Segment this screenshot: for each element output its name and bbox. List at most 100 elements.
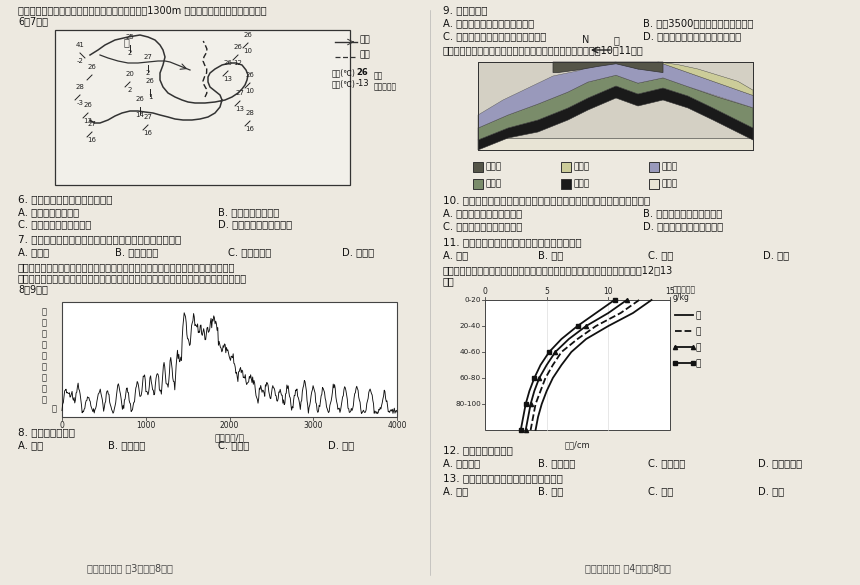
Text: 13. 对该小流域有机碳影响较小的因素是: 13. 对该小流域有机碳影响较小的因素是 <box>443 473 563 483</box>
Text: 28: 28 <box>76 84 84 90</box>
Text: 频: 频 <box>41 384 46 393</box>
Text: 6. 与图中干线形成密切相关的是: 6. 与图中干线形成密切相关的是 <box>18 194 113 204</box>
Text: 27: 27 <box>144 54 152 60</box>
Text: 27: 27 <box>236 90 244 96</box>
Text: 频次与厄尔尼诺事件频次呈正相关，据此推算的厄尔尼诺事件频次如下图所示。据此完成: 频次与厄尔尼诺事件频次呈正相关，据此推算的厄尔尼诺事件频次如下图所示。据此完成 <box>18 273 247 283</box>
Text: 2000: 2000 <box>220 421 239 430</box>
Text: 26: 26 <box>224 60 232 66</box>
Text: 下图示意青南黄土高原小流域不同坡向不同深度的土壤有机碳含量。据此完成12～13: 下图示意青南黄土高原小流域不同坡向不同深度的土壤有机碳含量。据此完成12～13 <box>443 265 673 275</box>
Bar <box>478 62 753 150</box>
Text: -2: -2 <box>77 58 83 64</box>
Text: 诺: 诺 <box>41 351 46 360</box>
Text: 尔: 尔 <box>41 329 46 338</box>
Text: 风向和风力: 风向和风力 <box>374 82 397 91</box>
Text: D. 地势高: D. 地势高 <box>342 247 374 257</box>
Text: A. 鱼类: A. 鱼类 <box>443 250 468 260</box>
Text: C. 坡向: C. 坡向 <box>648 486 673 496</box>
Bar <box>478 62 753 150</box>
Text: -13: -13 <box>356 79 370 88</box>
Text: 8～9题。: 8～9题。 <box>18 284 48 294</box>
Bar <box>473 162 483 172</box>
Text: 13: 13 <box>83 118 93 124</box>
Text: 6～7题。: 6～7题。 <box>18 16 48 26</box>
Text: 26: 26 <box>145 78 155 84</box>
Text: 土壤有机碳: 土壤有机碳 <box>673 285 696 294</box>
Text: 石炭纪: 石炭纪 <box>662 180 679 188</box>
Bar <box>561 162 571 172</box>
Text: 丁: 丁 <box>695 359 700 368</box>
Text: 次: 次 <box>41 395 46 404</box>
Text: 26: 26 <box>83 102 92 108</box>
Bar <box>561 179 571 189</box>
Text: 高三地理试题 第4页（共8页）: 高三地理试题 第4页（共8页） <box>585 563 671 573</box>
Text: 60-80: 60-80 <box>460 375 481 381</box>
Text: 甲: 甲 <box>695 311 700 320</box>
Bar <box>649 162 659 172</box>
Polygon shape <box>638 62 753 95</box>
Text: 砾石层: 砾石层 <box>486 163 502 171</box>
Text: 40-60: 40-60 <box>460 349 481 355</box>
Text: 丙: 丙 <box>695 343 700 352</box>
Text: B. 坡度: B. 坡度 <box>538 486 563 496</box>
Text: 0: 0 <box>59 421 64 430</box>
Polygon shape <box>553 62 663 73</box>
Text: N: N <box>582 35 590 45</box>
Text: 1000: 1000 <box>136 421 156 430</box>
Text: D. 秘鲁: D. 秘鲁 <box>328 440 354 450</box>
Text: 20: 20 <box>126 71 134 77</box>
Text: 2: 2 <box>128 87 132 93</box>
Text: 26: 26 <box>246 72 255 78</box>
Text: A. 印度: A. 印度 <box>18 440 43 450</box>
Text: A. 地壳持续抬升，遭受侵蚀: A. 地壳持续抬升，遭受侵蚀 <box>443 208 522 218</box>
Text: D. 干线两侧湿度差异明显: D. 干线两侧湿度差异明显 <box>218 219 292 229</box>
Text: 13: 13 <box>236 106 244 112</box>
Text: 14: 14 <box>136 112 144 118</box>
Text: 12. 图中坡向正确的是: 12. 图中坡向正确的是 <box>443 445 513 455</box>
Text: 高三地理试题 第3页（共8页）: 高三地理试题 第3页（共8页） <box>87 563 173 573</box>
Text: 侏罗纪: 侏罗纪 <box>662 163 679 171</box>
Text: C. 银杏: C. 银杏 <box>648 250 673 260</box>
Text: 白垩纪: 白垩纪 <box>574 163 590 171</box>
Text: 28: 28 <box>246 110 255 116</box>
Text: A. 甲是阳坡: A. 甲是阳坡 <box>443 458 480 468</box>
Text: B. 恐龙: B. 恐龙 <box>538 250 563 260</box>
Text: 15: 15 <box>665 287 675 296</box>
Bar <box>62 302 397 417</box>
Text: 80-100: 80-100 <box>455 401 481 407</box>
Text: B. 距今3500年该地河流侵蚀作用强: B. 距今3500年该地河流侵蚀作用强 <box>643 18 753 28</box>
Text: 26: 26 <box>234 44 243 50</box>
Text: -3: -3 <box>77 100 83 106</box>
Text: 41: 41 <box>76 42 84 48</box>
Text: B. 地壳持续下降，接受沉积: B. 地壳持续下降，接受沉积 <box>643 208 722 218</box>
Bar <box>485 300 670 430</box>
Text: 27: 27 <box>144 114 152 120</box>
Text: B. 乙是阳坡: B. 乙是阳坡 <box>538 458 575 468</box>
Text: 0: 0 <box>482 287 488 296</box>
Bar <box>55 30 350 185</box>
Bar <box>473 179 483 189</box>
Text: 高: 高 <box>41 307 46 316</box>
Text: 8. 该地最可能位于: 8. 该地最可能位于 <box>18 427 75 437</box>
Text: 事: 事 <box>41 362 46 371</box>
Text: D. 地壳运动稳定，接受沉积: D. 地壳运动稳定，接受沉积 <box>643 221 723 231</box>
Text: D. 水藻: D. 水藻 <box>763 250 789 260</box>
Text: 13: 13 <box>224 76 232 82</box>
Text: 2: 2 <box>128 50 132 56</box>
Text: 素素分布形势示意图，其中干线位置与区域内海拔1300m 等高线走向基本吻合。据此完成: 素素分布形势示意图，其中干线位置与区域内海拔1300m 等高线走向基本吻合。据此… <box>18 5 267 15</box>
Text: A. 东侧气温比西侧高: A. 东侧气温比西侧高 <box>18 207 79 217</box>
Text: C. 干线两侧风向差异明显: C. 干线两侧风向差异明显 <box>18 219 91 229</box>
Text: 27: 27 <box>88 121 96 127</box>
Text: 黄: 黄 <box>124 37 130 47</box>
Text: 温度(℃): 温度(℃) <box>332 68 356 77</box>
Text: 16: 16 <box>144 130 152 136</box>
Text: 26: 26 <box>243 32 253 38</box>
Text: 10: 10 <box>604 287 613 296</box>
Text: 件: 件 <box>41 373 46 382</box>
Text: A. 气温高: A. 气温高 <box>18 247 49 257</box>
Text: 12: 12 <box>234 60 243 66</box>
Text: 深度/cm: 深度/cm <box>565 440 590 449</box>
Polygon shape <box>478 62 753 128</box>
Text: 河流: 河流 <box>360 36 371 44</box>
Polygon shape <box>478 75 753 140</box>
Text: 16: 16 <box>245 126 255 132</box>
